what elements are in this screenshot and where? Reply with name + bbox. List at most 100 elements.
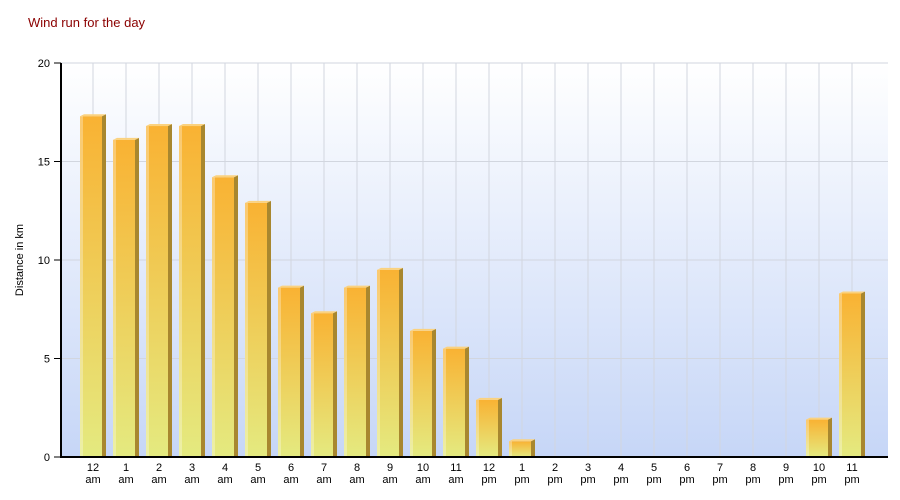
bar [245,202,267,457]
bar-highlight [212,177,215,457]
bar [410,330,432,457]
bar-side [498,397,502,457]
bar-side [465,346,469,457]
x-tick-label: 4 [222,462,228,474]
x-tick-label: am [316,474,331,486]
bar-top [377,267,403,270]
x-tick-label: am [349,474,364,486]
bar-top [80,114,106,117]
x-tick-label: 6 [288,462,294,474]
x-tick-label: 9 [783,462,789,474]
bar-side [861,291,865,457]
x-tick-label: am [283,474,298,486]
x-tick-label: am [382,474,397,486]
x-tick-label: 5 [255,462,261,474]
bar-top [311,311,337,314]
bar-top [179,124,205,127]
bar-highlight [839,293,842,457]
bar [443,348,465,457]
x-tick-label: pm [514,474,529,486]
bar [839,293,861,457]
bar [377,269,399,457]
x-tick-label: 10 [813,462,825,474]
x-tick-label: 5 [651,462,657,474]
bar-top [212,175,238,178]
bar-side [333,311,337,457]
bar-side [267,200,271,457]
bar-highlight [179,126,182,457]
bar [509,441,531,457]
x-tick-label: 3 [189,462,195,474]
x-tick-label: pm [679,474,694,486]
y-tick-label: 15 [38,157,50,169]
x-tick-label: pm [778,474,793,486]
bar [311,313,333,457]
bar-side [432,328,436,457]
bar [146,126,168,457]
bar [113,139,135,457]
bar-side [828,417,832,457]
x-tick-label: 4 [618,462,624,474]
x-tick-label: 8 [354,462,360,474]
bar-highlight [245,202,248,457]
x-tick-label: am [415,474,430,486]
x-tick-label: pm [646,474,661,486]
bar-top [839,291,865,294]
x-tick-label: am [250,474,265,486]
bar-side [300,285,304,457]
bar-side [531,439,535,457]
bar-side [234,175,238,457]
bar-side [102,114,106,457]
x-tick-label: pm [745,474,760,486]
x-tick-label: am [217,474,232,486]
bar [278,287,300,457]
y-tick-label: 10 [38,255,50,267]
x-tick-label: 9 [387,462,393,474]
bar-side [366,285,370,457]
y-axis-label: Distance in km [14,224,26,296]
bar-top [278,285,304,288]
bar [179,126,201,457]
bar-highlight [806,419,809,457]
y-tick-label: 5 [44,354,50,366]
x-tick-label: 3 [585,462,591,474]
x-tick-label: 12 [483,462,495,474]
x-tick-label: 2 [156,462,162,474]
bar-highlight [80,116,83,457]
bar-highlight [278,287,281,457]
x-tick-label: am [118,474,133,486]
x-tick-label: 1 [519,462,525,474]
bar-highlight [410,330,413,457]
bar-top [509,439,535,442]
y-tick-label: 20 [38,58,50,70]
x-tick-label: 10 [417,462,429,474]
x-tick-label: pm [580,474,595,486]
bar [344,287,366,457]
x-tick-label: am [151,474,166,486]
bar [476,399,498,457]
bar-highlight [146,126,149,457]
x-tick-label: pm [811,474,826,486]
bar [80,116,102,457]
x-tick-label: am [85,474,100,486]
x-tick-label: pm [547,474,562,486]
bar-highlight [344,287,347,457]
bar-top [113,137,139,140]
bar-top [443,346,469,349]
chart-title: Wind run for the day [28,15,146,30]
x-tick-label: pm [712,474,727,486]
x-tick-label: am [184,474,199,486]
bar-side [201,124,205,457]
bar [212,177,234,457]
bar-top [245,200,271,203]
bar-highlight [113,139,116,457]
x-tick-label: am [448,474,463,486]
bar-highlight [311,313,314,457]
x-tick-label: 8 [750,462,756,474]
x-tick-label: 12 [87,462,99,474]
bar-highlight [509,441,512,457]
bar-top [410,328,436,331]
bar-side [399,267,403,457]
x-tick-label: 6 [684,462,690,474]
x-tick-label: 7 [321,462,327,474]
